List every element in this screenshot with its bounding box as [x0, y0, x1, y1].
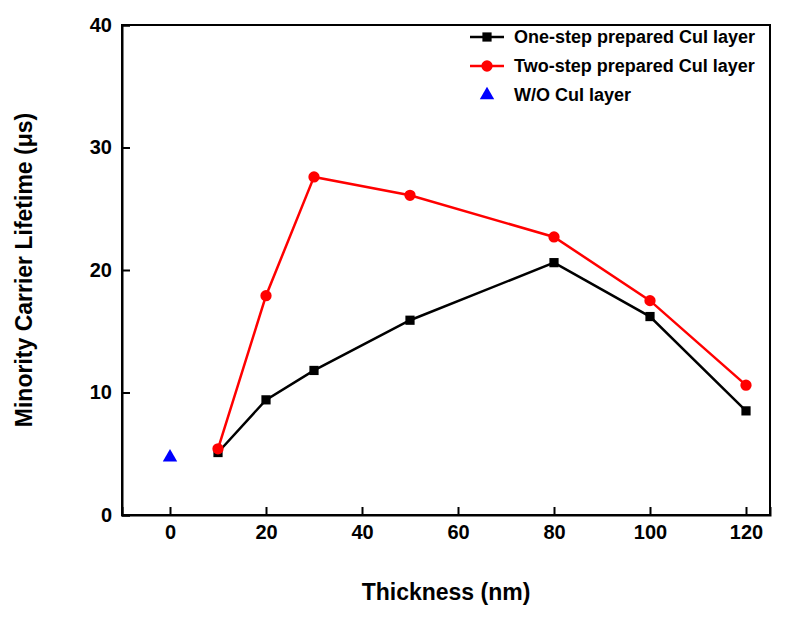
series-group: [163, 171, 752, 461]
y-axis-title: Minority Carrier Lifetime (μs): [11, 113, 37, 427]
x-tick-label: 100: [634, 521, 667, 543]
legend-marker: [481, 60, 492, 71]
series-marker: [645, 312, 654, 321]
x-tick-mark: [266, 507, 268, 515]
series-marker: [260, 290, 271, 301]
legend-label: One-step prepared CuI layer: [514, 27, 755, 47]
y-tick-mark: [122, 25, 130, 27]
series-marker: [740, 380, 751, 391]
series-marker: [163, 449, 177, 461]
series-marker: [405, 316, 414, 325]
series-marker: [212, 443, 223, 454]
x-tick-mark: [458, 507, 460, 515]
legend-marker: [482, 32, 491, 41]
x-tick-label: 40: [351, 521, 373, 543]
y-tick-mark: [122, 270, 130, 272]
y-tick-mark: [122, 147, 130, 149]
plot-frame: [122, 25, 770, 515]
legend-marker: [480, 87, 494, 99]
legend-label: Two-step prepared CuI layer: [514, 56, 755, 76]
chart: 0 20 40 60 80 100 120 0 10 20 30 40 Thickness (nm) Mi…: [0, 0, 809, 618]
series-marker: [308, 171, 319, 182]
x-tick-mark: [650, 507, 652, 515]
x-axis-title: Thickness (nm): [362, 579, 531, 605]
y-tick: 20: [90, 259, 130, 281]
y-tick-mark: [122, 392, 130, 394]
y-tick-label: 10: [90, 381, 112, 403]
y-tick: 40: [90, 14, 130, 36]
x-tick-mark: [746, 507, 748, 515]
x-tick-mark: [362, 507, 364, 515]
y-tick-label: 0: [101, 504, 112, 526]
series-line: [218, 177, 746, 449]
x-tick-mark: [170, 507, 172, 515]
y-tick-label: 30: [90, 136, 112, 158]
x-tick: 60: [447, 507, 469, 543]
series-marker: [644, 295, 655, 306]
legend: One-step prepared CuI layer Two-step prep…: [470, 27, 755, 105]
series-marker: [549, 258, 558, 267]
y-tick: 0: [101, 504, 130, 526]
x-axis-line: [123, 507, 771, 516]
x-tick: 20: [255, 507, 277, 543]
series-line: [218, 263, 746, 453]
y-axis-line: [123, 26, 131, 516]
plot: 0 20 40 60 80 100 120 0 10 20 30 40: [90, 14, 771, 543]
x-tick-mark: [554, 507, 556, 515]
x-tick: 100: [634, 507, 667, 543]
y-axis: 0 10 20 30 40: [90, 14, 130, 526]
y-tick: 30: [90, 136, 130, 158]
series-marker: [404, 190, 415, 201]
x-tick-label: 80: [543, 521, 565, 543]
x-tick-label: 120: [730, 521, 763, 543]
x-tick: 80: [543, 507, 565, 543]
y-tick-mark: [122, 515, 130, 517]
legend-item: W/O CuI layer: [480, 85, 631, 105]
legend-item: Two-step prepared CuI layer: [470, 56, 755, 76]
x-tick-label: 60: [447, 521, 469, 543]
x-tick-label: 0: [165, 521, 176, 543]
y-tick-label: 40: [90, 14, 112, 36]
series-marker: [261, 395, 270, 404]
x-axis: 0 20 40 60 80 100 120: [123, 507, 771, 543]
y-tick: 10: [90, 381, 130, 403]
series-marker: [309, 366, 318, 375]
series-marker: [741, 406, 750, 415]
x-tick: 120: [730, 507, 763, 543]
series-marker: [548, 231, 559, 242]
legend-label: W/O CuI layer: [514, 85, 631, 105]
x-tick: 40: [351, 507, 373, 543]
legend-item: One-step prepared CuI layer: [470, 27, 755, 47]
y-tick-label: 20: [90, 259, 112, 281]
x-tick-label: 20: [255, 521, 277, 543]
x-tick: 0: [165, 507, 176, 543]
